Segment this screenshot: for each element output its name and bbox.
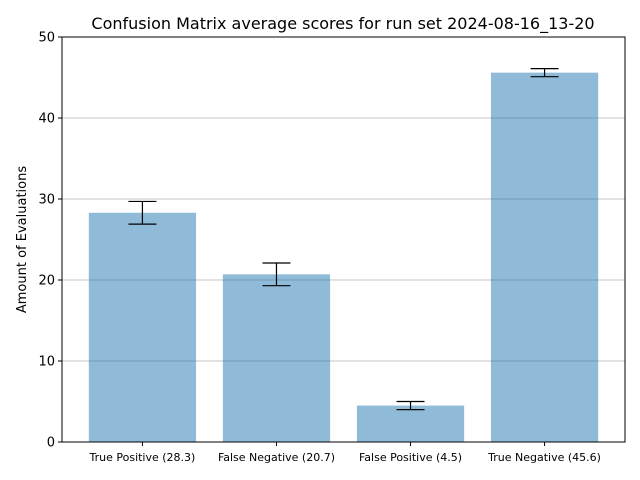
error-bars (128, 67, 559, 411)
bar (222, 274, 331, 442)
bar (490, 72, 599, 442)
y-axis-ticks: 0 10 20 30 40 50 (38, 31, 62, 451)
bars (88, 72, 599, 442)
x-tick-label: False Positive (4.5) (359, 451, 462, 464)
y-tick-label: 10 (38, 355, 55, 370)
x-tick-label: True Negative (45.6) (487, 451, 601, 464)
chart-title: Confusion Matrix average scores for run … (91, 14, 594, 34)
y-tick-label: 50 (38, 31, 55, 46)
y-tick-label: 20 (38, 274, 55, 289)
bar (88, 212, 197, 442)
y-axis-label: Amount of Evaluations (15, 166, 30, 313)
y-tick-label: 40 (38, 112, 55, 127)
x-tick-label: False Negative (20.7) (218, 451, 335, 464)
x-tick-label: True Positive (28.3) (89, 451, 196, 464)
plot-frame (61, 36, 626, 443)
y-tick-label: 30 (38, 193, 55, 208)
x-axis-ticks: True Positive (28.3) False Negative (20.7… (89, 442, 601, 464)
y-tick-label: 0 (47, 436, 55, 451)
bar (356, 405, 465, 442)
